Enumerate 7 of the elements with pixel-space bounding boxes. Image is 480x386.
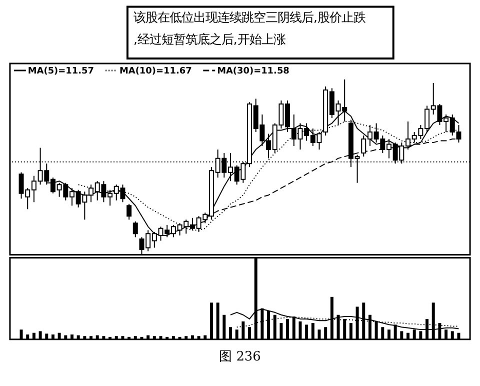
- caption: 图 236: [219, 349, 261, 364]
- candlestick: [132, 220, 138, 238]
- legend-label: MA(10)=11.67: [120, 66, 192, 76]
- legend-label: MA(30)=11.58: [217, 66, 290, 76]
- text: 该股在低位出现连续跳空三阴线后,股价止跌,经过短暂筑底之后,开始上涨: [133, 10, 366, 47]
- candlestick: [126, 203, 132, 220]
- legend-label: MA(5)=11.57: [28, 66, 94, 76]
